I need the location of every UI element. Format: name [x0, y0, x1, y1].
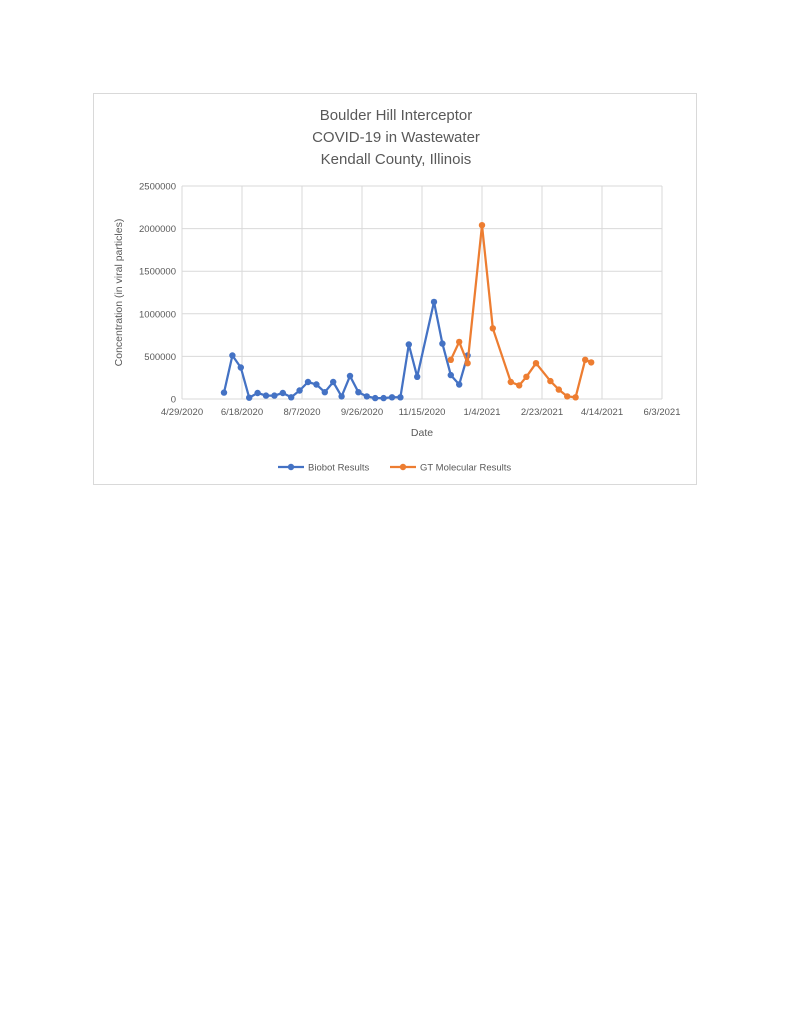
- x-tick-label: 11/15/2020: [399, 407, 446, 418]
- data-point: [532, 360, 540, 367]
- y-tick-label: 0: [171, 395, 176, 406]
- x-tick-label: 1/4/2021: [464, 407, 501, 418]
- y-tick-label: 500000: [144, 352, 176, 363]
- legend-swatch-marker: [287, 463, 295, 471]
- data-point: [507, 378, 514, 386]
- x-tick-label: 4/29/2020: [161, 407, 203, 418]
- x-axis-title: Date: [411, 427, 433, 439]
- legend-label: Biobot Results: [308, 463, 370, 474]
- data-point: [572, 394, 579, 401]
- gridlines: [181, 185, 663, 400]
- data-point: [397, 394, 404, 401]
- data-point: [229, 352, 236, 359]
- y-tick-label: 2000000: [139, 224, 176, 235]
- x-tick-label: 4/14/2021: [581, 407, 623, 418]
- data-point: [456, 338, 463, 346]
- y-tick-label: 1000000: [139, 309, 176, 320]
- data-point: [279, 389, 286, 397]
- chart-title-line: Boulder Hill Interceptor: [320, 107, 473, 124]
- data-point: [588, 359, 595, 366]
- data-point: [388, 394, 396, 401]
- data-point: [330, 378, 337, 386]
- y-tick-label: 2500000: [139, 182, 176, 193]
- data-point: [380, 394, 387, 402]
- data-point: [582, 356, 589, 363]
- data-point: [447, 356, 454, 363]
- data-point: [346, 372, 354, 380]
- chart-title-line: Kendall County, Illinois: [321, 151, 472, 168]
- data-point: [296, 387, 303, 394]
- data-point: [321, 389, 328, 396]
- data-point: [547, 377, 554, 385]
- data-point: [456, 381, 463, 388]
- chart-title-line: COVID-19 in Wastewater: [312, 129, 480, 146]
- data-point: [338, 393, 345, 400]
- data-point: [313, 381, 320, 388]
- y-tick-labels: 0 500000 1000000 1500000 2000000 2500000: [139, 182, 176, 406]
- data-point: [262, 392, 270, 399]
- data-point: [254, 389, 261, 397]
- data-point: [304, 378, 312, 386]
- data-point: [464, 360, 471, 367]
- data-point: [555, 386, 562, 393]
- data-point: [478, 222, 486, 229]
- data-point: [439, 340, 446, 347]
- series-0: [220, 298, 471, 402]
- data-point: [355, 389, 362, 396]
- chart-frame: Boulder Hill Interceptor COVID-19 in Wast…: [93, 93, 697, 485]
- x-tick-label: 6/3/2021: [644, 407, 681, 418]
- data-point: [414, 373, 421, 380]
- x-tick-labels: 4/29/2020 6/18/2020 8/7/2020 9/26/2020 11/15…: [161, 407, 681, 418]
- line-chart: Boulder Hill Interceptor COVID-19 in Wast…: [113, 107, 681, 474]
- legend-item: GT Molecular Results: [390, 463, 511, 474]
- data-point: [220, 389, 228, 396]
- data-point: [271, 392, 278, 399]
- x-tick-label: 6/18/2020: [221, 407, 263, 418]
- data-point: [405, 341, 412, 348]
- data-point: [489, 325, 496, 332]
- data-point: [430, 298, 438, 306]
- legend-item: Biobot Results: [278, 463, 370, 474]
- data-point: [288, 394, 295, 401]
- y-axis-title: Concentration (in viral particles): [113, 219, 125, 367]
- data-point: [372, 394, 379, 402]
- legend-swatch-marker: [399, 463, 407, 471]
- legend-label: GT Molecular Results: [420, 463, 511, 474]
- series-1: [447, 222, 595, 401]
- chart-title: Boulder Hill Interceptor COVID-19 in Wast…: [312, 107, 480, 168]
- series-line: [222, 300, 469, 400]
- data-point: [523, 373, 530, 380]
- data-point: [564, 393, 571, 400]
- data-point: [237, 364, 244, 371]
- data-point: [516, 382, 523, 389]
- legend: Biobot Results GT Molecular Results: [278, 463, 511, 474]
- data-point: [447, 371, 454, 379]
- data-point: [363, 393, 370, 400]
- x-tick-label: 9/26/2020: [341, 407, 383, 418]
- y-tick-label: 1500000: [139, 267, 176, 278]
- series-line: [449, 224, 592, 399]
- series-lines: [220, 222, 595, 402]
- x-tick-label: 2/23/2021: [521, 407, 563, 418]
- data-point: [246, 394, 253, 401]
- x-tick-label: 8/7/2020: [284, 407, 321, 418]
